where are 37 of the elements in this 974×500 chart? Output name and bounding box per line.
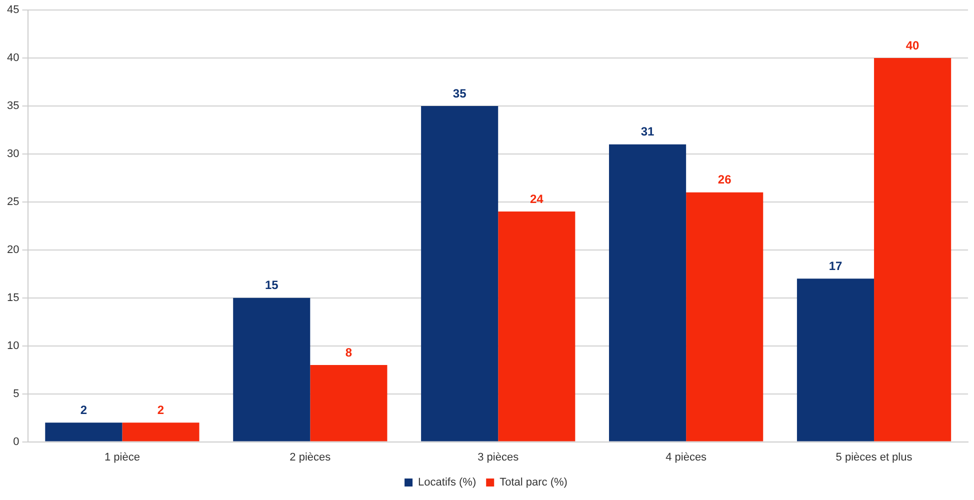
bar	[796, 278, 874, 442]
data-label: 35	[452, 86, 467, 100]
legend-label: Total parc (%)	[500, 476, 568, 489]
bar	[874, 58, 952, 442]
y-tick-label: 20	[6, 244, 20, 256]
x-tick-label: 2 pièces	[290, 451, 332, 464]
bar	[233, 298, 310, 442]
bar	[498, 212, 576, 442]
legend-label: Locatifs (%)	[418, 476, 476, 489]
y-tick-label: 40	[6, 52, 20, 64]
bar	[421, 106, 498, 442]
y-tick-label: 25	[6, 196, 20, 208]
data-label: 8	[345, 345, 352, 360]
y-tick-label: 0	[13, 436, 20, 448]
bar	[45, 422, 122, 442]
x-tick-label: 4 pièces	[666, 451, 708, 464]
data-label: 17	[828, 258, 842, 273]
bar	[310, 365, 388, 442]
data-label: 31	[640, 124, 655, 139]
y-tick-label: 5	[13, 388, 20, 400]
y-tick-label: 15	[6, 292, 20, 304]
y-tick-label: 35	[6, 100, 20, 112]
data-label: 2	[80, 402, 88, 417]
bar	[686, 192, 764, 442]
x-tick-label: 1 pièce	[104, 451, 140, 464]
data-label: 15	[264, 278, 279, 292]
y-tick-label: 30	[6, 148, 20, 160]
bar	[609, 144, 686, 442]
data-label: 26	[718, 172, 732, 187]
y-tick-label: 45	[6, 4, 20, 16]
data-label: 24	[530, 192, 544, 206]
data-label: 40	[906, 38, 920, 52]
data-label: 2	[157, 402, 164, 417]
x-tick-label: 3 pièces	[478, 451, 520, 464]
y-tick-label: 10	[6, 340, 20, 352]
x-tick-label: 5 pièces et plus	[836, 451, 913, 464]
bar	[122, 422, 200, 442]
